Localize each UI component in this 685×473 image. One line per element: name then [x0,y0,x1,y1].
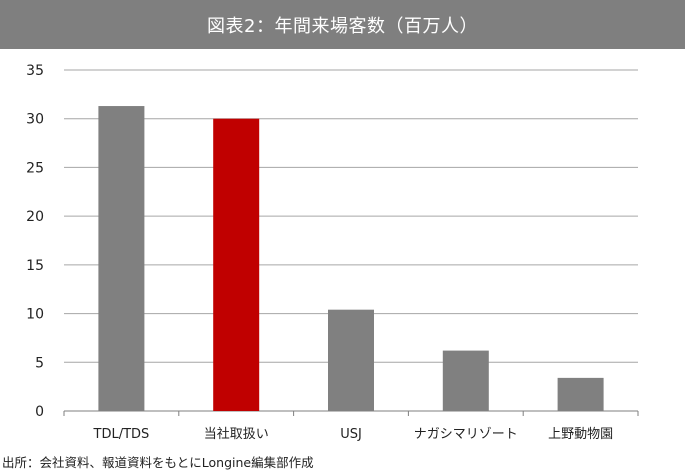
bar-5 [557,377,604,411]
x-category-label: ナガシマリゾート [414,427,518,442]
bar-2 [213,118,260,411]
y-tick-label: 30 [26,112,44,128]
x-category-label: 上野動物園 [548,427,613,442]
chart-title: 図表2：年間来場客数（百万人） [207,15,478,37]
y-tick-label: 5 [35,355,44,371]
y-tick-label: 10 [26,307,44,323]
bar-4 [442,350,489,411]
y-tick-label: 25 [26,160,44,176]
y-tick-label: 20 [26,209,44,225]
y-tick-label: 15 [26,258,44,274]
bar-1 [98,106,145,411]
source-note: 出所：会社資料、報道資料をもとにLongine編集部作成 [2,455,314,470]
y-tick-label: 35 [26,63,44,79]
x-category-label: USJ [340,427,362,442]
y-tick-label: 0 [35,404,44,420]
x-category-label: TDL/TDS [93,427,150,442]
bar-3 [328,309,374,411]
x-category-label: 当社取扱い [204,426,269,442]
chart-title-bar: 図表2：年間来場客数（百万人） [0,0,685,49]
bar-chart: 0 5 10 15 20 25 30 35 TDL/TDS 当社取扱い USJ ナガシマリゾート 上野動… [26,63,639,442]
